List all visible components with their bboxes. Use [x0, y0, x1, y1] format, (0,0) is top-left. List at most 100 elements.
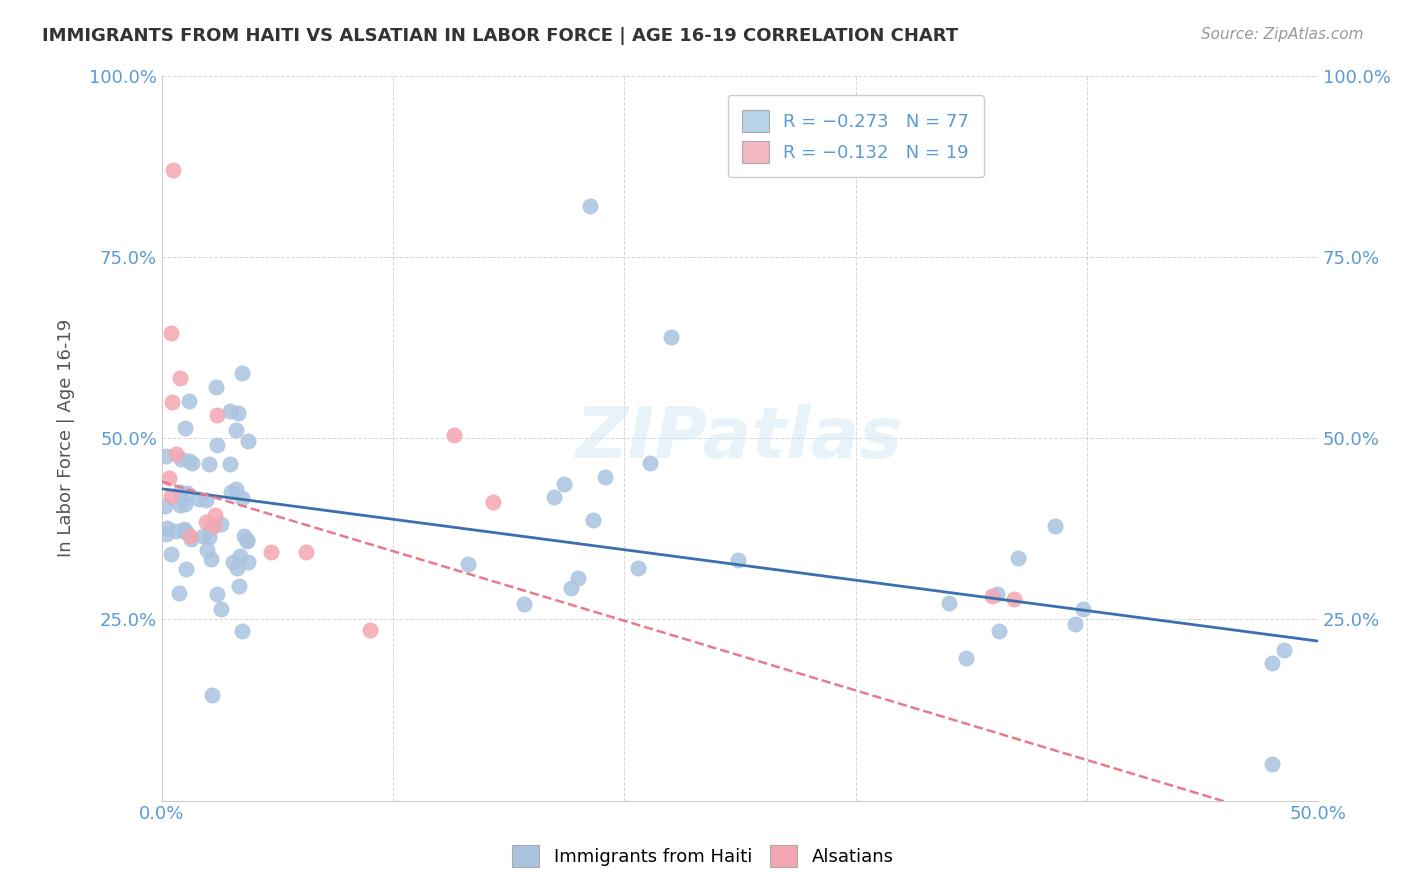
Point: [226, 561, 249, 575]
Point: [160, 395, 183, 409]
Point: [156, 521, 179, 535]
Point: [233, 529, 256, 543]
Point: [1261, 656, 1284, 670]
Point: [482, 495, 505, 509]
Point: [198, 530, 221, 544]
Point: [180, 532, 202, 546]
Point: [159, 326, 181, 340]
Point: [222, 555, 245, 569]
Point: [225, 482, 247, 496]
Point: [986, 587, 1008, 601]
Point: [231, 367, 253, 381]
Point: [191, 529, 214, 543]
Point: [181, 456, 204, 470]
Point: [187, 491, 209, 506]
Point: [543, 490, 565, 504]
Point: [179, 454, 201, 468]
Point: [228, 579, 250, 593]
Point: [225, 423, 247, 437]
Point: [228, 549, 250, 563]
Point: [179, 529, 201, 543]
Point: [174, 421, 197, 435]
Point: [198, 457, 221, 471]
Point: [179, 394, 201, 409]
Point: [236, 533, 259, 548]
Point: [155, 449, 177, 463]
Point: [165, 447, 187, 461]
Point: [578, 199, 600, 213]
Point: [938, 596, 960, 610]
Point: [294, 545, 316, 559]
Point: [167, 585, 190, 599]
Point: [162, 162, 184, 177]
Point: [638, 456, 661, 470]
Point: [169, 370, 191, 384]
Point: [1274, 642, 1296, 657]
Point: [209, 516, 232, 531]
Point: [1007, 551, 1029, 566]
Point: [205, 380, 228, 394]
Point: [553, 477, 575, 491]
Legend: Immigrants from Haiti, Alsatians: Immigrants from Haiti, Alsatians: [505, 838, 901, 874]
Point: [1261, 757, 1284, 772]
Point: [987, 624, 1010, 638]
Point: [200, 520, 222, 534]
Point: [582, 512, 605, 526]
Point: [202, 519, 225, 533]
Text: IMMIGRANTS FROM HAITI VS ALSATIAN IN LABOR FORCE | AGE 16-19 CORRELATION CHART: IMMIGRANTS FROM HAITI VS ALSATIAN IN LAB…: [42, 27, 959, 45]
Point: [176, 525, 198, 540]
Point: [1043, 519, 1066, 533]
Point: [567, 571, 589, 585]
Point: [231, 491, 253, 505]
Point: [593, 469, 616, 483]
Point: [219, 457, 242, 471]
Point: [201, 688, 224, 702]
Legend: R = −0.273   N = 77, R = −0.132   N = 19: R = −0.273 N = 77, R = −0.132 N = 19: [727, 95, 984, 178]
Point: [627, 561, 650, 575]
Point: [160, 489, 183, 503]
Point: [157, 471, 180, 485]
Point: [205, 587, 228, 601]
Text: ZIPatlas: ZIPatlas: [576, 403, 904, 473]
Point: [205, 408, 228, 422]
Point: [170, 452, 193, 467]
Point: [955, 651, 977, 665]
Point: [155, 527, 177, 541]
Point: [173, 522, 195, 536]
Point: [169, 484, 191, 499]
Point: [204, 508, 226, 522]
Point: [1063, 617, 1085, 632]
Point: [200, 552, 222, 566]
Point: [165, 524, 187, 538]
Point: [981, 590, 1004, 604]
Point: [236, 555, 259, 569]
Point: [1004, 591, 1026, 606]
Point: [513, 597, 536, 611]
Point: [174, 562, 197, 576]
Point: [560, 582, 582, 596]
Point: [727, 552, 749, 566]
Point: [659, 329, 682, 343]
Point: [236, 534, 259, 549]
Point: [195, 515, 218, 529]
Point: [231, 624, 253, 639]
Point: [1071, 602, 1094, 616]
Point: [219, 485, 242, 500]
Point: [209, 601, 232, 615]
Point: [457, 557, 479, 571]
Point: [173, 524, 195, 539]
Point: [174, 497, 197, 511]
Point: [443, 428, 465, 442]
Point: [205, 438, 228, 452]
Point: [219, 404, 242, 418]
Point: [195, 543, 218, 558]
Y-axis label: In Labor Force | Age 16-19: In Labor Force | Age 16-19: [58, 319, 75, 558]
Point: [176, 486, 198, 500]
Point: [226, 407, 249, 421]
Point: [159, 547, 181, 561]
Point: [359, 623, 381, 637]
Point: [153, 499, 176, 513]
Point: [236, 434, 259, 449]
Point: [195, 492, 218, 507]
Point: [260, 544, 283, 558]
